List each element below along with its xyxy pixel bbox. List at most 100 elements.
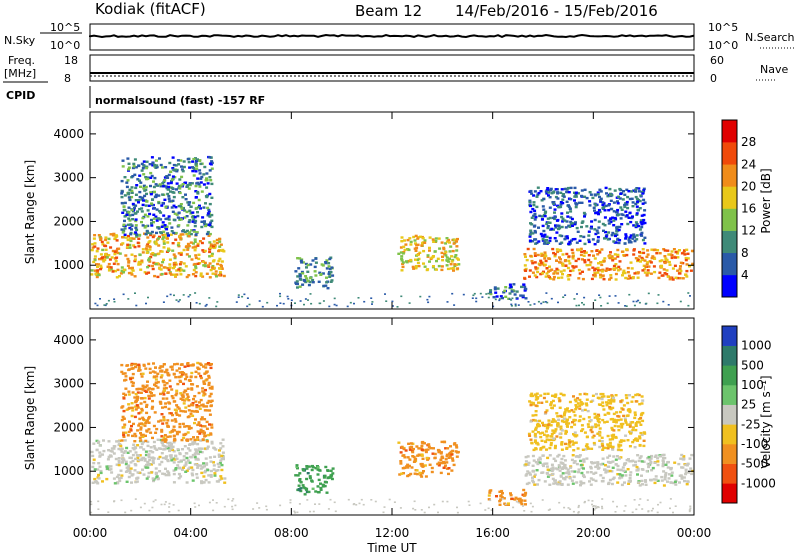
echo-cell	[653, 481, 657, 485]
echo-cell	[623, 271, 627, 275]
echo-cell	[582, 417, 586, 421]
colorbar-swatch	[722, 252, 737, 276]
echo-cell	[420, 462, 424, 466]
colorbar-swatch	[722, 424, 737, 445]
echo-cell	[106, 241, 110, 244]
echo-cell	[151, 436, 154, 440]
echo-cell	[608, 405, 612, 409]
echo-cell	[163, 384, 167, 387]
echo-cell	[197, 452, 201, 456]
scatter-cell	[564, 294, 567, 296]
echo-cell	[625, 396, 629, 400]
echo-cell	[117, 473, 121, 477]
echo-cell	[593, 416, 597, 419]
echo-cell	[588, 191, 592, 194]
echo-cell	[451, 457, 454, 460]
echo-cell	[194, 448, 198, 451]
echo-cell	[613, 216, 617, 220]
echo-cell	[603, 216, 607, 219]
scatter-cell	[598, 294, 601, 296]
scatter-cell	[413, 500, 416, 503]
echo-cell	[616, 208, 620, 212]
echo-cell	[128, 420, 131, 423]
echo-cell	[181, 448, 184, 451]
echo-cell	[559, 425, 563, 428]
echo-cell	[594, 267, 598, 270]
echo-cell	[169, 181, 173, 185]
echo-cell	[570, 409, 574, 412]
echo-cell	[158, 235, 161, 239]
echo-cell	[577, 277, 581, 280]
echo-cell	[397, 441, 401, 444]
echo-cell	[115, 256, 119, 259]
echo-cell	[422, 262, 425, 265]
echo-cell	[172, 469, 176, 472]
echo-cell	[93, 242, 97, 245]
echo-cell	[186, 387, 190, 390]
echo-cell	[132, 237, 136, 240]
echo-cell	[138, 436, 142, 439]
echo-cell	[622, 190, 625, 193]
echo-cell	[195, 463, 199, 467]
echo-cell	[172, 273, 176, 276]
echo-cell	[549, 443, 553, 447]
echo-cell	[95, 271, 99, 274]
echo-cell	[325, 281, 329, 284]
scatter-cell	[583, 296, 586, 299]
colorbar-swatch	[722, 208, 737, 231]
scatter-cell	[601, 498, 604, 500]
echo-cell	[555, 248, 559, 251]
echo-cell	[210, 440, 214, 444]
echo-cell	[566, 215, 570, 218]
echo-cell	[201, 387, 205, 390]
echo-cell	[428, 463, 432, 466]
echo-cell	[104, 238, 108, 242]
echo-cell	[112, 232, 116, 236]
echo-cell	[533, 473, 537, 476]
scatter-cell	[576, 293, 578, 295]
echo-cell	[627, 274, 631, 277]
echo-cell	[598, 188, 602, 191]
echo-cell	[529, 231, 533, 234]
scatter-cell	[601, 505, 603, 508]
echo-cell	[667, 460, 670, 464]
echo-cell	[124, 236, 128, 239]
echo-cell	[527, 461, 531, 465]
y-tick-label: 4000	[53, 127, 84, 141]
echo-cell	[571, 421, 574, 424]
echo-cell	[122, 392, 126, 395]
echo-cell	[573, 223, 577, 226]
echo-cell	[589, 227, 593, 230]
echo-cell	[199, 376, 203, 380]
echo-cell	[128, 246, 132, 249]
echo-cell	[532, 459, 536, 462]
echo-cell	[196, 449, 200, 452]
echo-cell	[206, 362, 210, 365]
echo-cell	[208, 232, 212, 236]
echo-cell	[301, 283, 305, 286]
echo-cell	[165, 422, 169, 425]
echo-cell	[596, 211, 600, 214]
echo-cell	[205, 420, 209, 424]
echo-cell	[169, 444, 173, 447]
echo-cell	[613, 424, 617, 428]
echo-cell	[190, 371, 194, 375]
echo-cell	[105, 256, 109, 259]
echo-cell	[445, 455, 449, 458]
echo-cell	[110, 447, 114, 450]
echo-cell	[667, 473, 671, 476]
echo-cell	[175, 362, 179, 366]
echo-cell	[572, 410, 576, 414]
echo-cell	[308, 476, 312, 480]
echo-cell	[399, 460, 403, 463]
echo-cell	[170, 447, 174, 450]
echo-cell	[680, 477, 684, 480]
scatter-cell	[633, 499, 636, 501]
echo-cell	[430, 256, 434, 260]
echo-cell	[557, 453, 561, 457]
echo-cell	[640, 460, 644, 463]
echo-cell	[440, 440, 444, 444]
echo-cell	[627, 216, 631, 219]
scatter-cell	[557, 301, 559, 304]
echo-cell	[136, 391, 140, 394]
